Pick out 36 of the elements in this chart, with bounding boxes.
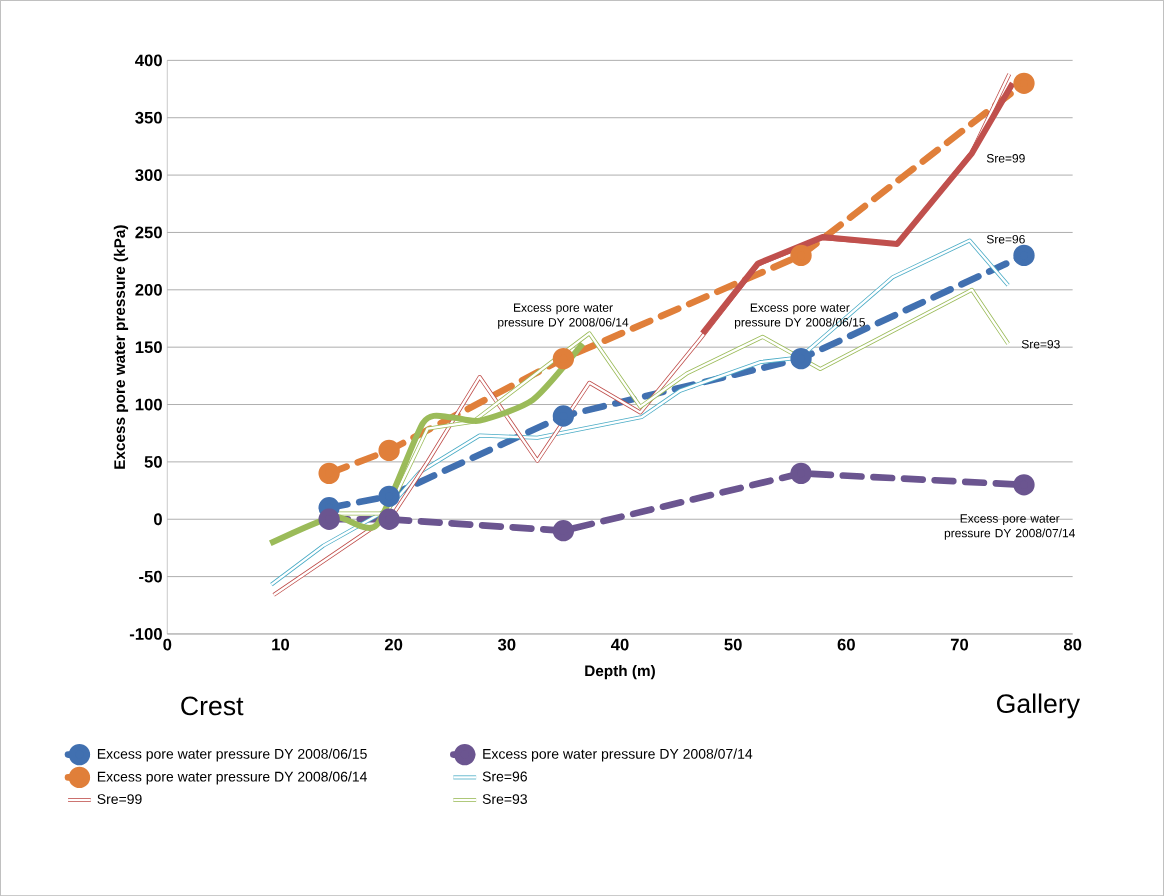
y-tick-label: 300 <box>135 169 162 181</box>
x-tick-label: 30 <box>497 638 516 651</box>
y-tick-label: 100 <box>135 398 162 411</box>
x-tick-label: 0 <box>163 638 172 651</box>
legend-label: Sre=99 <box>97 794 142 804</box>
x-tick-label: 50 <box>724 638 742 651</box>
y-tick-label: 350 <box>135 111 162 124</box>
annotation: Excess pore water pressure DY 2008/07/14 <box>944 514 1075 540</box>
x-tick-label: 10 <box>272 638 290 651</box>
legend-label: Sre=96 <box>482 771 527 782</box>
x-tick-label: 60 <box>837 638 855 651</box>
y-tick-label: 50 <box>144 455 162 468</box>
annotation: Excess pore water pressure DY 2008/06/15 <box>734 303 865 329</box>
y-tick-label: 200 <box>135 283 162 296</box>
legend-label: Sre=93 <box>482 794 527 804</box>
y-tick-label: -100 <box>129 628 162 640</box>
text: Crest <box>181 696 244 716</box>
x-tick-label: 70 <box>950 638 969 651</box>
y-axis-title: Excess pore water pressure (kPa) <box>113 225 129 469</box>
x-tick-label: 40 <box>610 638 629 651</box>
y-tick-label: 0 <box>153 513 162 526</box>
x-tick-label: 80 <box>1063 638 1082 651</box>
x-tick-label: 20 <box>384 638 403 651</box>
annotation: Sre=96 <box>986 234 1025 244</box>
annotation: Sre=93 <box>1021 339 1060 349</box>
y-tick-label: 400 <box>135 54 162 67</box>
y-tick-label: 250 <box>135 226 162 239</box>
legend-label: Excess pore water pressure DY 2008/06/15 <box>97 748 367 762</box>
legend-label: Excess pore water pressure DY 2008/07/14 <box>483 748 753 762</box>
y-tick-label: 150 <box>135 341 162 353</box>
x-axis-title: Depth (m) <box>585 664 655 680</box>
y-tick-label: -50 <box>139 570 162 583</box>
annotation: Excess pore water pressure DY 2008/06/14 <box>498 303 629 329</box>
annotation: Sre=99 <box>986 153 1025 163</box>
text: Gallery <box>996 693 1080 719</box>
legend-label: Excess pore water pressure DY 2008/06/14 <box>97 771 367 785</box>
